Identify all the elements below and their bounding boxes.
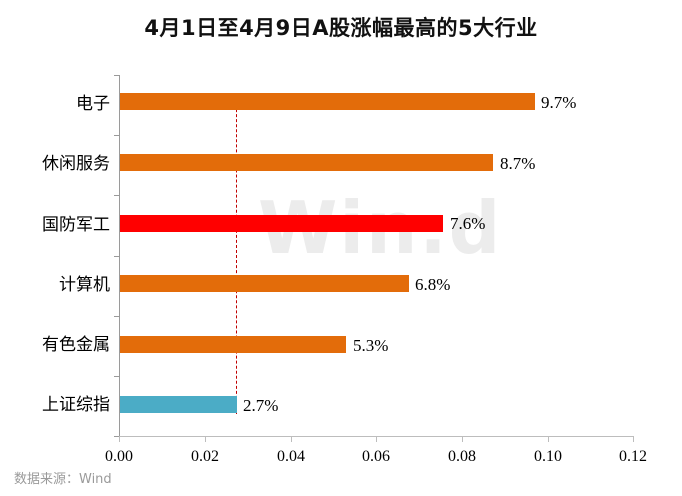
category-label: 有色金属: [42, 335, 110, 355]
bar-electronics: [120, 93, 535, 110]
y-tick: [114, 376, 119, 377]
x-tick: [291, 437, 292, 442]
x-tick: [205, 437, 206, 442]
x-tick-label: 0.10: [534, 448, 562, 465]
y-tick: [114, 195, 119, 196]
x-tick: [633, 437, 634, 442]
y-tick: [114, 436, 119, 437]
reference-line-shanghai-index: [236, 94, 237, 414]
x-axis: [119, 436, 634, 437]
category-label: 上证综指: [42, 395, 110, 415]
data-label: 9.7%: [541, 93, 577, 112]
x-tick-label: 0.00: [105, 448, 133, 465]
data-label: 2.7%: [243, 396, 279, 415]
category-label: 国防军工: [42, 215, 110, 235]
data-label: 8.7%: [500, 154, 536, 173]
bar-defense-military: [120, 215, 443, 232]
bar-computer: [120, 275, 409, 292]
y-axis: [119, 75, 120, 437]
y-tick: [114, 75, 119, 76]
x-tick: [462, 437, 463, 442]
data-label: 7.6%: [450, 214, 486, 233]
y-tick: [114, 316, 119, 317]
x-tick: [376, 437, 377, 442]
chart-title: 4月1日至4月9日A股涨幅最高的5大行业: [144, 16, 538, 40]
x-tick-label: 0.02: [191, 448, 219, 465]
y-tick: [114, 256, 119, 257]
x-tick-label: 0.08: [448, 448, 476, 465]
x-tick: [119, 437, 120, 442]
y-tick: [114, 135, 119, 136]
x-tick-label: 0.04: [277, 448, 305, 465]
x-tick-label: 0.12: [619, 448, 647, 465]
bar-shanghai-composite: [120, 396, 237, 413]
x-tick-label: 0.06: [362, 448, 390, 465]
x-tick: [548, 437, 549, 442]
data-label: 5.3%: [353, 336, 389, 355]
category-label: 电子: [76, 94, 110, 114]
bar-nonferrous-metals: [120, 336, 346, 353]
data-source-note: 数据来源：Wind: [14, 472, 112, 487]
data-label: 6.8%: [415, 275, 451, 294]
category-label: 计算机: [59, 275, 110, 295]
category-label: 休闲服务: [42, 154, 110, 174]
bar-leisure-services: [120, 154, 493, 171]
